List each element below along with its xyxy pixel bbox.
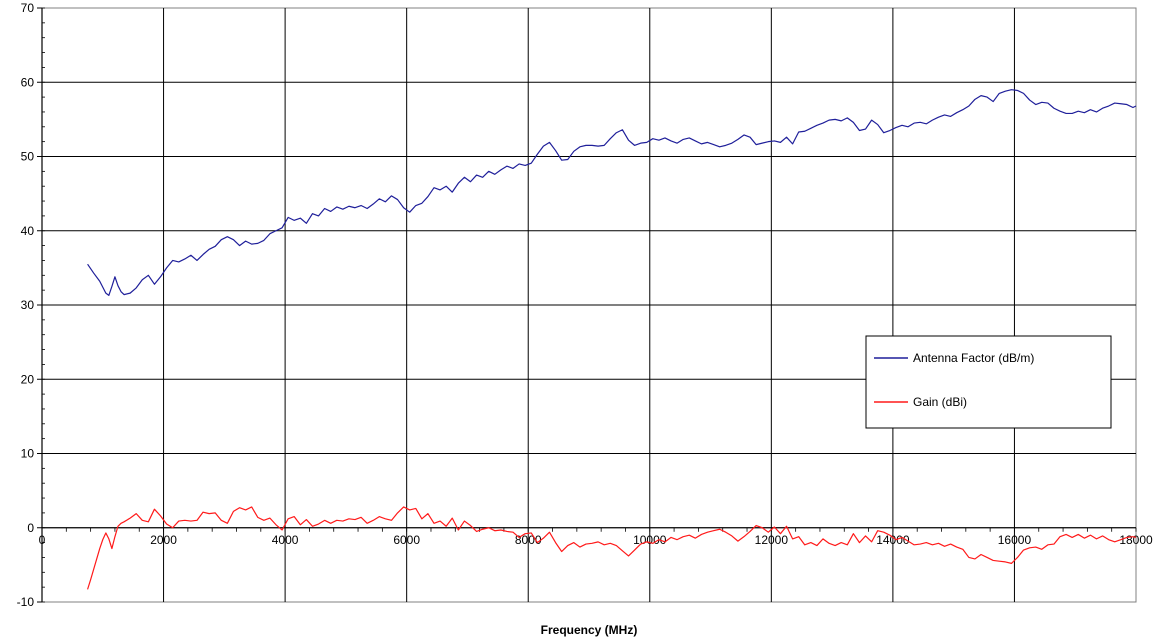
y-tick-label: 10 <box>21 447 35 461</box>
legend-box <box>865 335 1112 429</box>
x-tick-label: 10000 <box>633 533 667 547</box>
x-tick-label: 2000 <box>150 533 177 547</box>
x-axis-title: Frequency (MHz) <box>541 623 638 637</box>
x-tick-label: 16000 <box>998 533 1032 547</box>
y-tick-label: 50 <box>21 150 35 164</box>
grid-lines <box>42 8 1136 602</box>
y-axis-tick-labels: -10 0 10 20 30 40 50 60 70 <box>17 1 35 609</box>
x-tick-label: 6000 <box>393 533 420 547</box>
x-tick-label: 18000 <box>1119 533 1153 547</box>
x-tick-label: 8000 <box>515 533 542 547</box>
x-tick-label: 0 <box>39 533 46 547</box>
series-line-gain <box>87 506 1137 590</box>
series-lines <box>87 89 1137 590</box>
y-tick-label: 30 <box>21 298 35 312</box>
y-tick-label: 20 <box>21 372 35 386</box>
x-tick-label: 12000 <box>755 533 789 547</box>
y-tick-label: 60 <box>21 75 35 89</box>
x-axis-tick-labels: 0 2000 4000 6000 8000 10000 12000 14000 16000 180… <box>39 533 1153 547</box>
legend: Antenna Factor (dB/m) Gain (dBi) <box>865 335 1112 429</box>
y-tick-label: 40 <box>21 224 35 238</box>
x-tick-label: 14000 <box>876 533 910 547</box>
y-tick-label: -10 <box>17 595 35 609</box>
legend-label-gain: Gain (dBi) <box>913 395 967 409</box>
legend-label-antenna-factor: Antenna Factor (dB/m) <box>913 351 1034 365</box>
axes <box>37 7 1137 603</box>
y-tick-label: 70 <box>21 1 35 15</box>
y-tick-label: 0 <box>27 521 34 535</box>
x-tick-label: 4000 <box>272 533 299 547</box>
series-line-antenna-factor <box>87 89 1137 296</box>
